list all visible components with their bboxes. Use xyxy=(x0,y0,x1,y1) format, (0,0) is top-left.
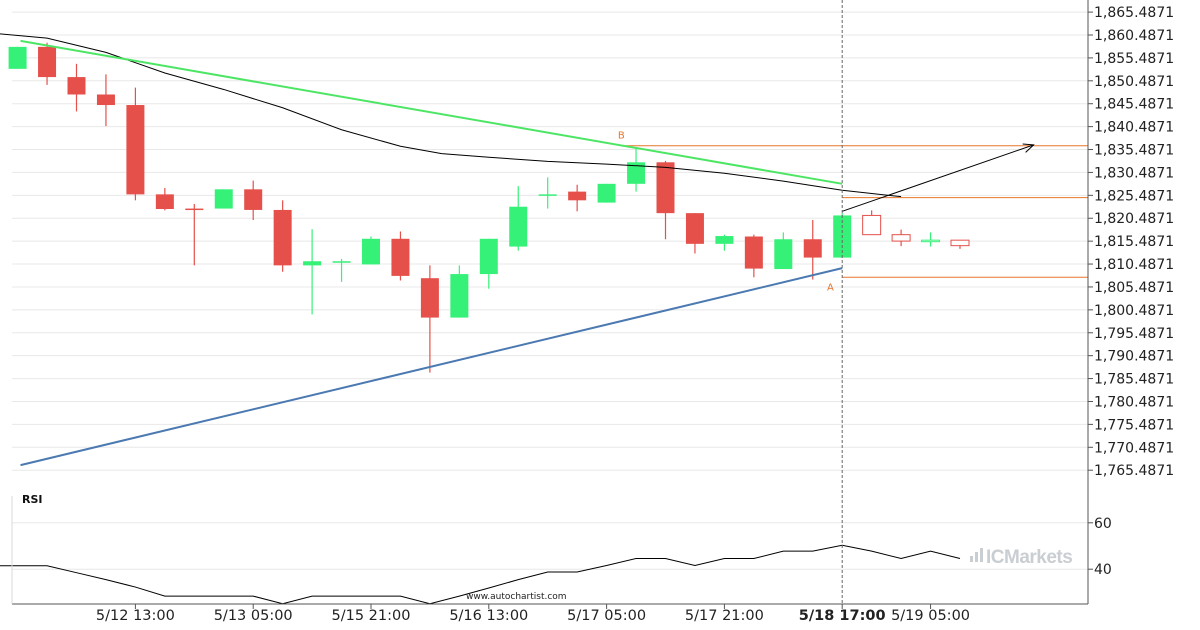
time-tick-label: 5/15 21:00 xyxy=(332,608,411,624)
point-label-b: B xyxy=(618,130,625,141)
candle-body xyxy=(450,274,469,318)
price-tick-label: 1,830.4871 xyxy=(1094,165,1174,181)
projection-arrow-head xyxy=(1022,143,1035,153)
candle-body xyxy=(597,183,616,203)
candle-body xyxy=(509,206,528,247)
resistance-trendline xyxy=(20,39,843,185)
candle-body xyxy=(744,236,763,269)
candle-body xyxy=(538,194,557,196)
time-tick-label: 5/16 13:00 xyxy=(449,608,528,624)
candle-body xyxy=(803,239,822,258)
candle-body xyxy=(126,105,145,195)
price-tick-label: 1,835.4871 xyxy=(1094,143,1174,159)
point-label-a: A xyxy=(827,282,834,293)
price-tick-label: 1,765.4871 xyxy=(1094,463,1174,479)
candle-body xyxy=(96,94,115,106)
rsi-line xyxy=(0,544,961,605)
price-tick-label: 1,825.4871 xyxy=(1094,188,1174,204)
price-tick-label: 1,820.4871 xyxy=(1094,211,1174,227)
price-tick-label: 1,775.4871 xyxy=(1094,417,1174,433)
price-tick-label: 1,845.4871 xyxy=(1094,97,1174,113)
price-tick-label: 1,840.4871 xyxy=(1094,120,1174,136)
chart-axes: 1,865.4871 1,860.4871 1,855.4871 1,850.4871… xyxy=(11,0,1174,624)
candle-body xyxy=(420,278,439,318)
candle-body xyxy=(303,261,322,266)
support-trendline xyxy=(20,267,843,467)
candle-body xyxy=(362,238,380,265)
candle-body xyxy=(715,236,734,244)
price-tick-label: 1,795.4871 xyxy=(1094,326,1174,342)
moving-average-line xyxy=(0,33,902,198)
candlestick-series xyxy=(8,42,970,373)
price-tick-label: 1,815.4871 xyxy=(1094,234,1174,250)
rsi-panel xyxy=(0,522,1088,605)
rsi-tick-label: 40 xyxy=(1094,562,1112,578)
price-tick-label: 1,865.4871 xyxy=(1094,5,1174,21)
price-tick-label: 1,790.4871 xyxy=(1094,349,1174,365)
candle-body xyxy=(185,208,204,211)
price-tick-label: 1,850.4871 xyxy=(1094,74,1174,90)
trend-overlays: BA xyxy=(0,33,1035,467)
price-tick-label: 1,855.4871 xyxy=(1094,51,1174,67)
candle-body xyxy=(921,239,941,243)
brand-logo: ICMarkets xyxy=(970,547,1073,568)
source-watermark: www.autochartist.com xyxy=(466,592,567,602)
horizontal-levels xyxy=(621,145,1088,278)
time-tick-label: 5/17 05:00 xyxy=(567,608,646,624)
candle-body xyxy=(214,189,233,209)
candle-body xyxy=(479,238,498,275)
rsi-tick-label: 60 xyxy=(1094,516,1112,532)
candle-body xyxy=(891,234,911,242)
candle-body xyxy=(244,189,263,210)
chart-grid xyxy=(12,11,1088,471)
price-tick-label: 1,810.4871 xyxy=(1094,257,1174,273)
candle-body xyxy=(685,213,704,244)
brand-name: ICMarkets xyxy=(986,547,1072,568)
candle-body xyxy=(950,239,970,247)
candle-body xyxy=(568,191,587,201)
candle-body xyxy=(627,162,646,184)
time-tick-label: 5/13 05:00 xyxy=(214,608,293,624)
price-tick-label: 1,785.4871 xyxy=(1094,372,1174,388)
rsi-title: RSI xyxy=(22,493,43,506)
time-tick-label: 5/17 21:00 xyxy=(685,608,764,624)
price-tick-label: 1,860.4871 xyxy=(1094,28,1174,44)
candle-body xyxy=(862,214,882,236)
price-tick-label: 1,780.4871 xyxy=(1094,394,1174,410)
candle-body xyxy=(774,239,793,270)
candle-body xyxy=(67,77,86,95)
time-tick-label: 5/19 05:00 xyxy=(891,608,970,624)
price-tick-label: 1,800.4871 xyxy=(1094,303,1174,319)
time-tick-label: 5/18 17:00 xyxy=(799,608,886,624)
candle-body xyxy=(8,46,27,69)
candle-body xyxy=(38,46,57,78)
projection-arrow-line xyxy=(842,144,1034,212)
time-tick-label: 5/12 13:00 xyxy=(96,608,175,624)
candle-body xyxy=(332,261,351,263)
candle-body xyxy=(391,238,410,276)
candle-body xyxy=(155,194,174,210)
price-tick-label: 1,770.4871 xyxy=(1094,440,1174,456)
candle-body xyxy=(656,162,675,214)
candle-body xyxy=(273,209,292,266)
price-tick-label: 1,805.4871 xyxy=(1094,280,1174,296)
